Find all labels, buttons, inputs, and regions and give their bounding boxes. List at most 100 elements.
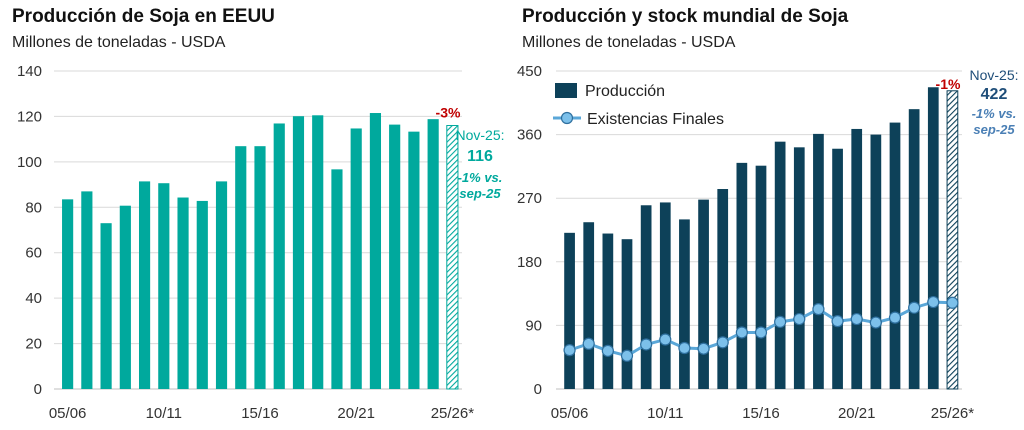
- y-tick-label: 40: [25, 290, 42, 307]
- us-soy-production-plot: 0 20 40 60 80 100 120 140 05/06 10/11 15/16 20/21 25…: [17, 63, 505, 422]
- revision-note-line1: -1% vs.: [972, 106, 1017, 121]
- production-bar: [870, 134, 882, 389]
- change-annotation: -3%: [436, 105, 461, 121]
- x-tick-label: 10/11: [146, 405, 182, 422]
- bar: [62, 199, 74, 389]
- latest-label: Nov-25:: [455, 127, 504, 143]
- y-tick-label: 100: [17, 154, 42, 171]
- production-bar: [793, 147, 805, 389]
- production-bar: [889, 122, 901, 389]
- world-soy-production-stock-plot: 0 90 180 270 360 450 05/06 10/11 15/16 20/21 25/26…: [517, 63, 1019, 422]
- revision-note-line2: sep-25: [973, 122, 1015, 137]
- legend-label-production: Producción: [585, 83, 665, 100]
- stock-point: [946, 296, 959, 309]
- world-soy-production-stock-chart: Producción y stock mundial de Soja Millo…: [510, 0, 1024, 430]
- latest-value: 422: [981, 86, 1008, 103]
- y-tick-label: 180: [517, 254, 542, 271]
- y-tick-label: 360: [517, 127, 542, 144]
- stock-point: [793, 312, 806, 326]
- bar: [100, 223, 112, 389]
- stock-point: [927, 295, 940, 309]
- legend-swatch-production: [555, 83, 577, 98]
- production-bar: [679, 219, 690, 389]
- y-tick-label: 0: [34, 381, 42, 398]
- production-bar: [813, 133, 824, 389]
- stock-point: [620, 349, 634, 362]
- bar: [119, 205, 131, 389]
- bar: [196, 200, 208, 389]
- stock-point: [850, 312, 863, 326]
- stock-point: [563, 344, 576, 357]
- production-bar: [755, 165, 767, 389]
- production-bar: [736, 162, 748, 389]
- latest-value: 116: [467, 148, 493, 165]
- x-tick-label: 05/06: [49, 405, 87, 422]
- bar: [446, 125, 459, 390]
- stock-point: [735, 326, 748, 339]
- production-bar: [602, 233, 614, 389]
- production-bar: [698, 199, 709, 389]
- production-bar: [621, 239, 633, 389]
- x-tick-label: 10/11: [647, 405, 683, 422]
- stock-point: [640, 338, 653, 351]
- bar: [389, 124, 401, 389]
- us-soy-production-chart: Producción de Soja en EEUU Millones de t…: [0, 0, 510, 430]
- production-bar: [774, 141, 786, 389]
- production-bar: [717, 189, 729, 389]
- stock-point: [869, 316, 882, 329]
- chart-title: Producción de Soja en EEUU: [12, 6, 275, 27]
- stock-point: [812, 303, 825, 316]
- production-bar: [659, 202, 671, 389]
- bar: [427, 119, 439, 389]
- production-bar: [927, 87, 939, 390]
- production-bar: [564, 232, 575, 389]
- stock-point: [774, 315, 787, 328]
- chart-subtitle: Millones de toneladas - USDA: [522, 34, 736, 51]
- y-tick-label: 140: [17, 63, 42, 80]
- bar: [215, 181, 228, 389]
- revision-note-line1: -1% vs.: [458, 170, 503, 185]
- production-bar: [851, 128, 863, 390]
- production-bar: [832, 148, 843, 389]
- x-tick-label: 25/26*: [931, 405, 975, 422]
- bar: [158, 183, 170, 389]
- stock-point: [582, 337, 595, 350]
- bar: [292, 116, 305, 390]
- stock-point: [697, 342, 710, 355]
- stock-point: [908, 301, 921, 314]
- y-tick-label: 80: [25, 199, 42, 216]
- change-annotation: -1%: [936, 76, 961, 92]
- stock-point: [678, 341, 691, 355]
- stock-point: [831, 315, 844, 328]
- bar: [350, 128, 362, 389]
- chart-subtitle: Millones de toneladas - USDA: [12, 34, 226, 51]
- x-tick-label: 20/21: [337, 405, 375, 422]
- stock-point: [601, 344, 614, 357]
- x-tick-label: 15/16: [742, 405, 780, 422]
- legend-marker-stock: [560, 111, 574, 125]
- chart-title: Producción y stock mundial de Soja: [522, 6, 849, 27]
- y-tick-label: 0: [534, 381, 542, 398]
- stock-point: [716, 336, 729, 349]
- y-tick-label: 20: [25, 336, 42, 353]
- bar: [138, 181, 151, 389]
- bar: [235, 146, 247, 389]
- x-tick-label: 20/21: [838, 405, 876, 422]
- bar: [254, 146, 266, 389]
- bar: [408, 131, 420, 389]
- production-bar: [908, 109, 920, 389]
- production-bar: [946, 90, 959, 390]
- y-tick-label: 120: [17, 108, 42, 125]
- y-tick-label: 90: [525, 317, 542, 334]
- y-tick-label: 450: [517, 63, 542, 80]
- x-tick-label: 05/06: [551, 405, 589, 422]
- bar: [312, 115, 324, 390]
- legend-label-stock: Existencias Finales: [587, 111, 724, 128]
- revision-note-line2: sep-25: [459, 186, 501, 201]
- x-tick-label: 15/16: [241, 405, 279, 422]
- stock-point: [888, 311, 902, 324]
- bar: [273, 123, 285, 389]
- y-tick-label: 60: [25, 245, 42, 262]
- y-tick-label: 270: [517, 190, 542, 207]
- bar: [81, 191, 93, 389]
